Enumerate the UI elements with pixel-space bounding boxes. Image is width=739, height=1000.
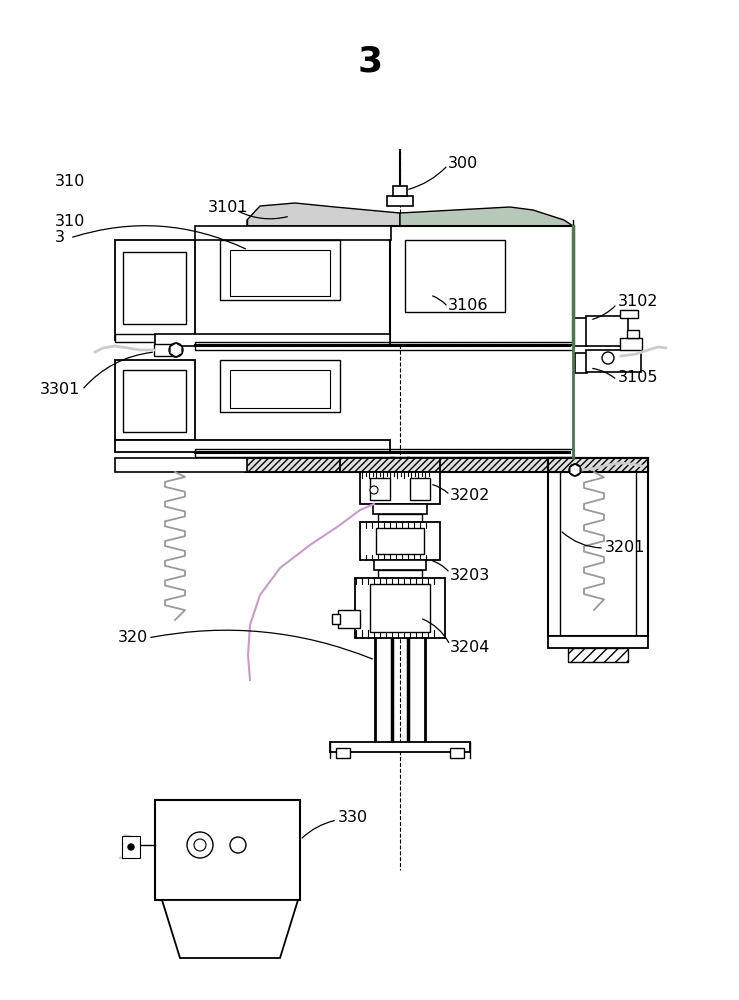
Bar xyxy=(220,240,340,300)
Bar xyxy=(410,478,430,500)
Bar xyxy=(338,610,360,628)
Bar xyxy=(220,360,340,412)
Text: 310: 310 xyxy=(55,215,86,230)
Bar xyxy=(390,226,574,345)
Bar xyxy=(405,240,505,312)
Circle shape xyxy=(187,832,213,858)
Text: 3102: 3102 xyxy=(618,294,658,310)
Polygon shape xyxy=(247,203,400,226)
Bar xyxy=(548,458,648,636)
Bar xyxy=(155,800,300,900)
Circle shape xyxy=(370,486,378,494)
Bar xyxy=(627,330,639,338)
Polygon shape xyxy=(400,207,573,226)
Bar xyxy=(378,514,422,522)
Bar xyxy=(115,334,155,342)
Circle shape xyxy=(230,837,246,853)
Text: 3202: 3202 xyxy=(450,488,491,502)
Text: 3204: 3204 xyxy=(450,641,491,656)
Bar xyxy=(376,528,424,554)
Text: 300: 300 xyxy=(448,155,478,170)
Bar xyxy=(122,836,140,858)
Bar xyxy=(195,226,391,240)
Bar xyxy=(340,458,440,472)
Bar xyxy=(332,614,340,624)
Bar xyxy=(374,560,426,570)
Bar xyxy=(336,748,350,758)
Bar xyxy=(373,504,427,514)
Text: 3101: 3101 xyxy=(208,200,248,216)
Bar xyxy=(378,570,422,578)
Circle shape xyxy=(569,464,581,476)
Bar xyxy=(620,338,642,350)
Bar xyxy=(115,458,247,472)
Bar xyxy=(548,458,648,472)
Bar xyxy=(370,584,430,632)
Text: 3: 3 xyxy=(55,231,65,245)
Bar xyxy=(586,316,628,346)
Bar xyxy=(355,578,445,638)
Bar xyxy=(450,748,464,758)
Bar xyxy=(115,240,195,340)
Circle shape xyxy=(602,352,614,364)
Bar xyxy=(230,370,330,408)
Bar xyxy=(370,478,390,500)
Bar xyxy=(230,250,330,296)
Bar xyxy=(195,449,573,457)
Bar xyxy=(620,310,638,318)
Polygon shape xyxy=(162,900,298,958)
Bar xyxy=(360,472,440,504)
Bar xyxy=(123,252,186,324)
Bar xyxy=(195,342,573,350)
Bar xyxy=(115,440,390,452)
Bar xyxy=(573,318,587,346)
Bar xyxy=(548,636,648,648)
Text: 3106: 3106 xyxy=(448,298,488,312)
Bar xyxy=(115,360,195,440)
Bar xyxy=(393,186,407,196)
Text: 3: 3 xyxy=(358,45,383,79)
Bar xyxy=(575,353,587,373)
Text: 3203: 3203 xyxy=(450,568,490,582)
Bar xyxy=(245,458,575,472)
Text: 3201: 3201 xyxy=(605,540,645,556)
Circle shape xyxy=(169,343,183,357)
Circle shape xyxy=(128,844,134,850)
Bar xyxy=(330,742,470,752)
Text: 310: 310 xyxy=(55,174,86,190)
Circle shape xyxy=(194,839,206,851)
Bar xyxy=(360,522,440,560)
Text: 320: 320 xyxy=(118,631,149,646)
Bar xyxy=(155,334,390,346)
Text: 3105: 3105 xyxy=(618,370,658,385)
Bar xyxy=(123,370,186,432)
Bar xyxy=(154,344,176,356)
Text: 330: 330 xyxy=(338,810,368,826)
Bar xyxy=(568,648,628,662)
Bar xyxy=(586,350,641,372)
Text: 3301: 3301 xyxy=(40,382,81,397)
Bar xyxy=(387,196,413,206)
